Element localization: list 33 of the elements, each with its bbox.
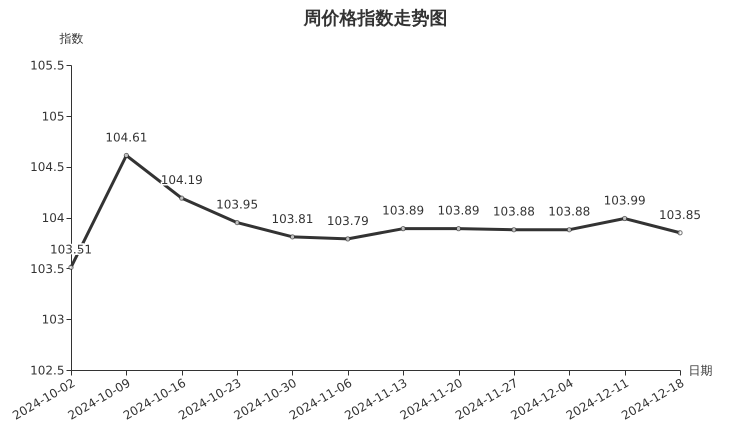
y-tick-label: 103.5 (30, 262, 64, 276)
data-label: 103.88 (492, 204, 535, 219)
data-label: 103.95 (216, 198, 258, 212)
data-label: 103.89 (382, 204, 424, 218)
point (124, 152, 129, 158)
point (290, 234, 296, 240)
point (566, 227, 572, 232)
y-tick-label: 104 (42, 211, 64, 225)
point (400, 226, 406, 232)
point (179, 196, 184, 201)
data-label: 103.89 (438, 204, 480, 218)
y-tick-label: 105 (42, 109, 64, 124)
chart-title: 周价格指数走势图 (302, 8, 448, 29)
point (511, 227, 517, 232)
data-label: 103.79 (326, 214, 369, 228)
point (68, 264, 74, 270)
y-tick-label: 103 (42, 312, 64, 327)
data-label: 103.81 (271, 212, 314, 226)
point (622, 216, 628, 222)
point (677, 230, 683, 236)
data-label: 104.19 (160, 173, 203, 188)
y-tick-label: 105.5 (30, 58, 64, 72)
y-tick-label: 104.5 (30, 160, 64, 174)
y-tick-label: 102.5 (30, 364, 64, 378)
data-label: 103.88 (548, 204, 590, 219)
y-axis-title: 指数 (58, 32, 84, 46)
point (345, 236, 350, 242)
point (234, 220, 240, 226)
data-label: 103.99 (604, 194, 646, 208)
point (456, 226, 462, 232)
data-label: 103.85 (659, 208, 701, 222)
x-axis-title: 日期 (688, 364, 712, 378)
data-label: 104.61 (105, 130, 148, 144)
